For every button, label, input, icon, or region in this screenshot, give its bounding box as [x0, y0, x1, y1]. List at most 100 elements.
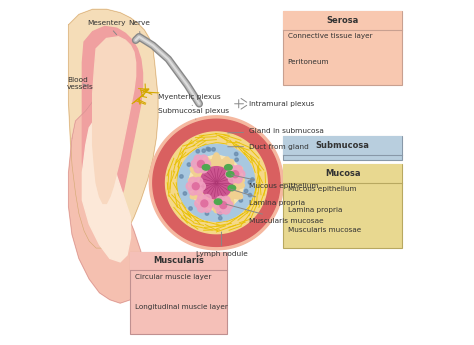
FancyBboxPatch shape	[283, 164, 402, 183]
Circle shape	[194, 177, 203, 186]
Text: Mucosa: Mucosa	[325, 169, 360, 178]
Circle shape	[248, 193, 252, 197]
Circle shape	[198, 195, 206, 203]
Circle shape	[214, 201, 222, 209]
Polygon shape	[153, 119, 280, 246]
Circle shape	[180, 175, 183, 178]
Polygon shape	[69, 9, 158, 248]
Circle shape	[196, 149, 200, 153]
Text: Mucous epithelium: Mucous epithelium	[288, 186, 356, 192]
Circle shape	[197, 182, 205, 190]
Text: Peritoneum: Peritoneum	[288, 59, 329, 65]
Circle shape	[225, 201, 233, 209]
Circle shape	[200, 165, 208, 173]
Circle shape	[192, 183, 199, 190]
Text: Lamina propria: Lamina propria	[229, 189, 305, 206]
Circle shape	[183, 192, 187, 195]
Circle shape	[198, 160, 204, 167]
Circle shape	[217, 196, 225, 205]
Circle shape	[217, 206, 225, 214]
Circle shape	[220, 202, 227, 209]
Circle shape	[218, 212, 222, 215]
Text: Serosa: Serosa	[327, 16, 359, 25]
Text: Gland in submucosa: Gland in submucosa	[228, 128, 324, 134]
Circle shape	[189, 187, 197, 195]
Circle shape	[205, 212, 209, 215]
Circle shape	[234, 165, 242, 174]
Circle shape	[200, 155, 208, 163]
Ellipse shape	[227, 171, 234, 177]
Circle shape	[189, 207, 192, 210]
Polygon shape	[93, 37, 136, 204]
Text: Muscularis mucosae: Muscularis mucosae	[288, 227, 361, 233]
Circle shape	[194, 165, 202, 173]
Circle shape	[245, 189, 248, 193]
Ellipse shape	[214, 199, 222, 205]
Text: Nerve: Nerve	[128, 20, 150, 34]
Text: Muscularis mucosae: Muscularis mucosae	[226, 204, 324, 224]
Text: Lymph nodule: Lymph nodule	[196, 232, 247, 257]
Ellipse shape	[225, 165, 232, 170]
Circle shape	[189, 177, 197, 186]
FancyBboxPatch shape	[283, 136, 402, 155]
FancyBboxPatch shape	[130, 252, 227, 334]
FancyBboxPatch shape	[283, 136, 402, 160]
Polygon shape	[69, 93, 141, 303]
Text: Myenteric plexus: Myenteric plexus	[158, 94, 220, 106]
Polygon shape	[188, 153, 245, 213]
Text: Submucosa: Submucosa	[316, 141, 370, 150]
Circle shape	[251, 178, 254, 181]
Circle shape	[228, 165, 237, 174]
FancyBboxPatch shape	[283, 164, 402, 248]
Circle shape	[222, 206, 230, 214]
Circle shape	[228, 175, 237, 183]
Circle shape	[200, 167, 233, 199]
Text: Connective tissue layer: Connective tissue layer	[288, 33, 372, 39]
Polygon shape	[165, 132, 267, 234]
Circle shape	[222, 196, 230, 205]
Circle shape	[202, 149, 205, 152]
Circle shape	[226, 170, 234, 178]
Circle shape	[206, 199, 214, 208]
Circle shape	[235, 152, 238, 156]
Circle shape	[237, 170, 245, 178]
Text: Mesentery: Mesentery	[87, 20, 126, 35]
Text: Lamina propria: Lamina propria	[288, 207, 342, 213]
Circle shape	[212, 148, 215, 151]
Circle shape	[239, 199, 243, 202]
FancyBboxPatch shape	[283, 11, 402, 30]
Circle shape	[195, 199, 203, 208]
Circle shape	[208, 148, 211, 151]
FancyBboxPatch shape	[283, 11, 402, 85]
Text: Longitudinal muscle layer: Longitudinal muscle layer	[135, 304, 228, 310]
Circle shape	[206, 147, 210, 151]
Circle shape	[235, 158, 238, 161]
Polygon shape	[189, 156, 244, 210]
Circle shape	[194, 155, 202, 163]
Circle shape	[194, 187, 203, 195]
Circle shape	[203, 204, 211, 212]
Polygon shape	[178, 144, 255, 221]
Circle shape	[248, 181, 252, 184]
Text: Intramural plexus: Intramural plexus	[235, 101, 314, 107]
Polygon shape	[82, 27, 143, 220]
Text: Mucous epithelium: Mucous epithelium	[231, 175, 319, 189]
Polygon shape	[82, 114, 130, 262]
Circle shape	[202, 160, 210, 168]
Polygon shape	[149, 116, 283, 250]
Circle shape	[186, 182, 194, 190]
Text: Blood
vessels: Blood vessels	[67, 77, 94, 90]
Circle shape	[187, 163, 191, 166]
Text: Duct from gland: Duct from gland	[228, 144, 309, 150]
Ellipse shape	[202, 165, 210, 170]
Text: Circular muscle layer: Circular muscle layer	[135, 274, 211, 279]
Text: Muscularis: Muscularis	[153, 256, 204, 266]
Circle shape	[232, 171, 239, 178]
Ellipse shape	[228, 185, 236, 191]
Text: Submucosal plexus: Submucosal plexus	[158, 108, 229, 119]
Circle shape	[203, 195, 211, 203]
Circle shape	[201, 200, 208, 207]
Circle shape	[218, 211, 221, 215]
Circle shape	[198, 204, 206, 212]
Circle shape	[234, 175, 242, 183]
